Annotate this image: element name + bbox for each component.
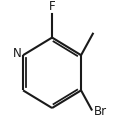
Text: Br: Br	[94, 105, 107, 118]
Text: F: F	[49, 0, 55, 13]
Text: N: N	[13, 47, 21, 60]
